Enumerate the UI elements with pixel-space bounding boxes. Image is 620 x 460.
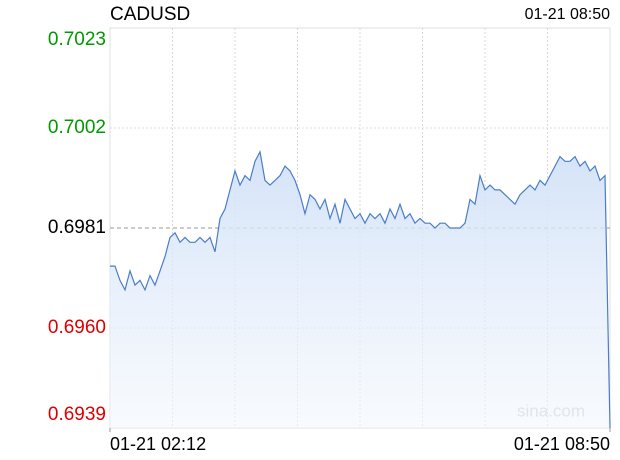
area: [110, 151, 610, 429]
y-tick-label: 0.7023: [48, 29, 106, 50]
y-tick-label: 0.7002: [48, 117, 106, 138]
y-tick-label: 0.6939: [48, 404, 106, 425]
y-tick-label: 0.6960: [48, 317, 106, 338]
y-tick-label: 0.6981: [48, 217, 106, 238]
x-tick-label: 01-21 02:12: [110, 434, 206, 454]
x-tick-label: 01-21 08:50: [514, 434, 610, 454]
line: [110, 149, 611, 429]
chart-title: CADUSD: [110, 4, 190, 25]
updated-time: 01-21 08:50: [525, 6, 611, 23]
